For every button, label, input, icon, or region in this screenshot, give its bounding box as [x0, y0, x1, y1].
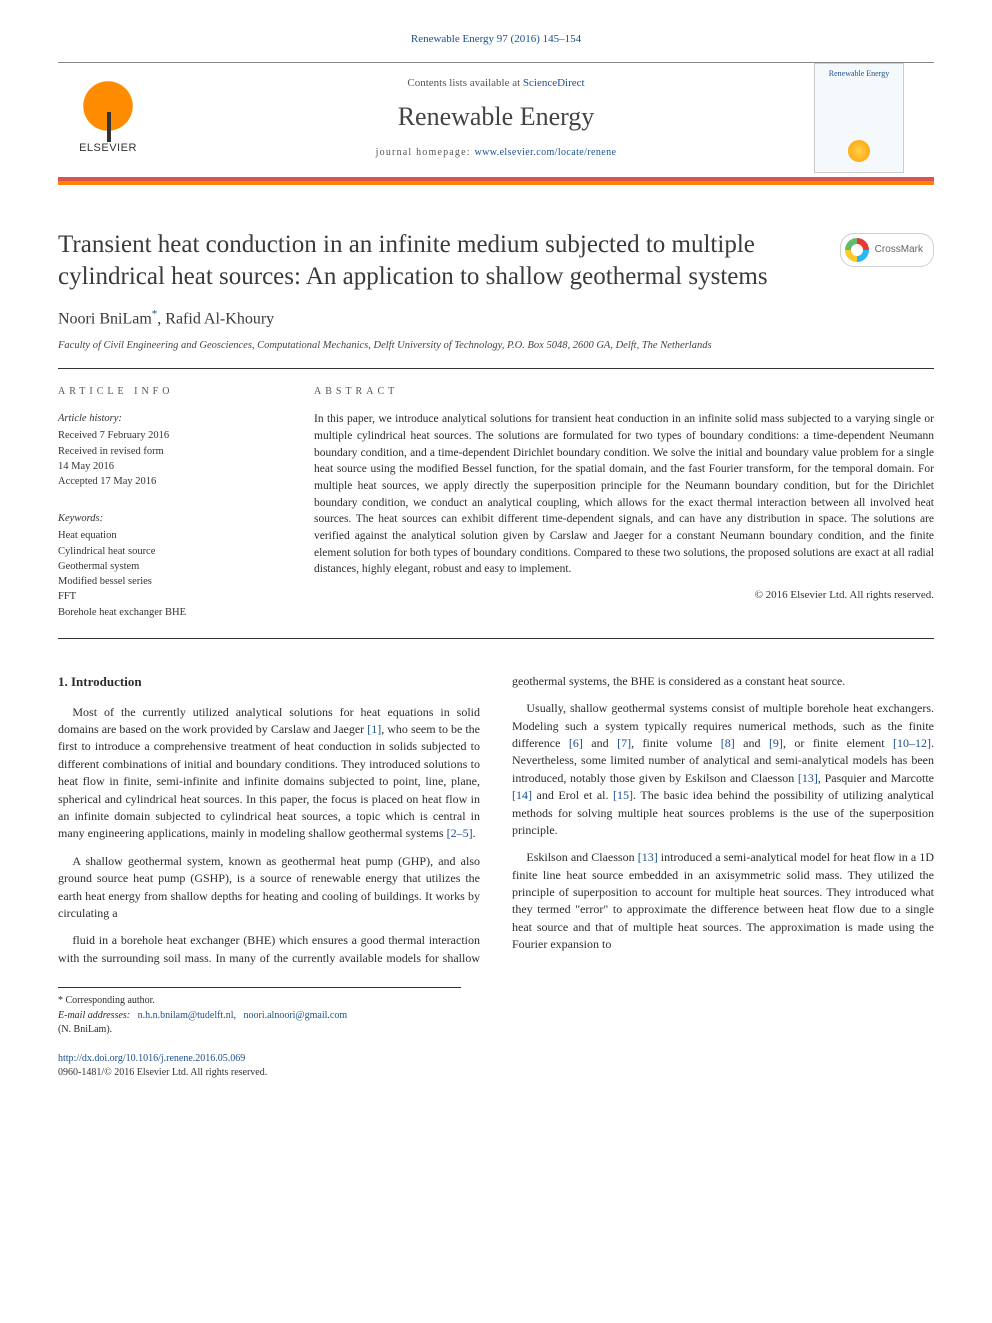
ref-9[interactable]: [9]	[769, 736, 783, 750]
footer-meta: http://dx.doi.org/10.1016/j.renene.2016.…	[58, 1052, 934, 1081]
contents-list-line: Contents lists available at ScienceDirec…	[188, 76, 804, 92]
crossmark-icon	[845, 238, 869, 262]
corresponding-author-note: * Corresponding author.	[58, 994, 461, 1009]
author-1: Noori BniLam	[58, 310, 152, 327]
ref-10-12[interactable]: [10–12]	[893, 736, 931, 750]
ref-13[interactable]: [13]	[798, 771, 818, 785]
email-2[interactable]: noori.alnoori@gmail.com	[244, 1010, 348, 1021]
citation-line: Renewable Energy 97 (2016) 145–154	[58, 32, 934, 48]
intro-p2: A shallow geothermal system, known as ge…	[58, 853, 480, 923]
rule-below-abstract	[58, 638, 934, 639]
intro-p1: Most of the currently utilized analytica…	[58, 704, 480, 843]
email-1[interactable]: n.h.n.bnilam@tudelft.nl	[138, 1010, 234, 1021]
p4-h: and Erol et al.	[532, 788, 613, 802]
abstract-col: ABSTRACT In this paper, we introduce ana…	[314, 385, 934, 620]
journal-cover-title: Renewable Energy	[819, 68, 899, 80]
ref-8[interactable]: [8]	[721, 736, 735, 750]
ref-1[interactable]: [1]	[367, 722, 381, 736]
sciencedirect-link[interactable]: ScienceDirect	[523, 77, 585, 89]
section-heading-intro: 1. Introduction	[58, 673, 480, 692]
abstract-text: In this paper, we introduce analytical s…	[314, 411, 934, 578]
p4-e: , or finite element	[783, 736, 893, 750]
p1-c: .	[473, 826, 476, 840]
ref-7[interactable]: [7]	[617, 736, 631, 750]
intro-p4: Usually, shallow geothermal systems cons…	[512, 700, 934, 839]
article-info-heading: ARTICLE INFO	[58, 385, 278, 400]
keyword: FFT	[58, 589, 278, 604]
journal-homepage-line: journal homepage: www.elsevier.com/locat…	[188, 146, 804, 161]
ref-13b[interactable]: [13]	[638, 850, 658, 864]
article-page: Renewable Energy 97 (2016) 145–154 ELSEV…	[0, 0, 992, 1121]
crossmark-label: CrossMark	[875, 243, 923, 258]
email-label: E-mail addresses:	[58, 1010, 130, 1021]
journal-name: Renewable Energy	[188, 98, 804, 136]
contents-prefix: Contents lists available at	[407, 77, 522, 89]
affiliation: Faculty of Civil Engineering and Geoscie…	[58, 338, 934, 353]
article-history: Article history: Received 7 February 201…	[58, 411, 278, 489]
p4-b: and	[583, 736, 617, 750]
masthead: ELSEVIER Contents lists available at Sci…	[58, 62, 934, 181]
rule-above-info	[58, 368, 934, 369]
journal-cover-thumbnail: Renewable Energy	[814, 63, 904, 173]
history-line: 14 May 2016	[58, 459, 278, 474]
article-info-grid: ARTICLE INFO Article history: Received 7…	[58, 385, 934, 620]
publisher-logo: ELSEVIER	[58, 68, 158, 168]
p5-b: introduced a semi-analytical model for h…	[512, 850, 934, 951]
abstract-heading: ABSTRACT	[314, 385, 934, 400]
footnotes: * Corresponding author. E-mail addresses…	[58, 987, 461, 1038]
keywords-label: Keywords:	[58, 511, 278, 526]
article-title: Transient heat conduction in an infinite…	[58, 229, 934, 293]
intro-p5: Eskilson and Claesson [13] introduced a …	[512, 849, 934, 953]
article-info-col: ARTICLE INFO Article history: Received 7…	[58, 385, 278, 620]
body-two-column: 1. Introduction Most of the currently ut…	[58, 673, 934, 967]
ref-14[interactable]: [14]	[512, 788, 532, 802]
p4-d: and	[735, 736, 769, 750]
ref-6[interactable]: [6]	[569, 736, 583, 750]
keyword: Geothermal system	[58, 559, 278, 574]
email-line: E-mail addresses: n.h.n.bnilam@tudelft.n…	[58, 1009, 461, 1024]
elsevier-tree-icon	[78, 79, 138, 139]
ref-2-5[interactable]: [2–5]	[447, 826, 473, 840]
keyword: Cylindrical heat source	[58, 544, 278, 559]
crossmark-badge[interactable]: CrossMark	[840, 233, 934, 267]
email-sep: ,	[234, 1010, 237, 1021]
issn-copyright: 0960-1481/© 2016 Elsevier Ltd. All right…	[58, 1066, 934, 1081]
homepage-url[interactable]: www.elsevier.com/locate/renene	[474, 147, 616, 158]
p4-g: , Pasquier and Marcotte	[818, 771, 934, 785]
email-attrib: (N. BniLam).	[58, 1023, 461, 1038]
history-line: Received 7 February 2016	[58, 428, 278, 443]
masthead-center: Contents lists available at ScienceDirec…	[188, 66, 804, 170]
history-label: Article history:	[58, 411, 278, 426]
doi-link[interactable]: http://dx.doi.org/10.1016/j.renene.2016.…	[58, 1053, 245, 1064]
keyword: Heat equation	[58, 528, 278, 543]
homepage-label: journal homepage:	[376, 147, 475, 158]
keyword: Modified bessel series	[58, 574, 278, 589]
publisher-logo-text: ELSEVIER	[79, 141, 137, 157]
title-block: CrossMark Transient heat conduction in a…	[58, 229, 934, 354]
p5-a: Eskilson and Claesson	[526, 850, 637, 864]
authors-line: Noori BniLam*, Rafid Al-Khoury	[58, 307, 934, 331]
p1-b: , who seem to be the first to introduce …	[58, 722, 480, 840]
history-line: Received in revised form	[58, 444, 278, 459]
p4-c: , finite volume	[631, 736, 721, 750]
author-2: Rafid Al-Khoury	[165, 310, 274, 327]
ref-15[interactable]: [15]	[613, 788, 633, 802]
sun-icon	[848, 140, 870, 162]
keywords-block: Keywords: Heat equation Cylindrical heat…	[58, 511, 278, 620]
keyword: Borehole heat exchanger BHE	[58, 605, 278, 620]
abstract-copyright: © 2016 Elsevier Ltd. All rights reserved…	[314, 588, 934, 604]
orange-rule	[58, 181, 934, 185]
history-line: Accepted 17 May 2016	[58, 474, 278, 489]
